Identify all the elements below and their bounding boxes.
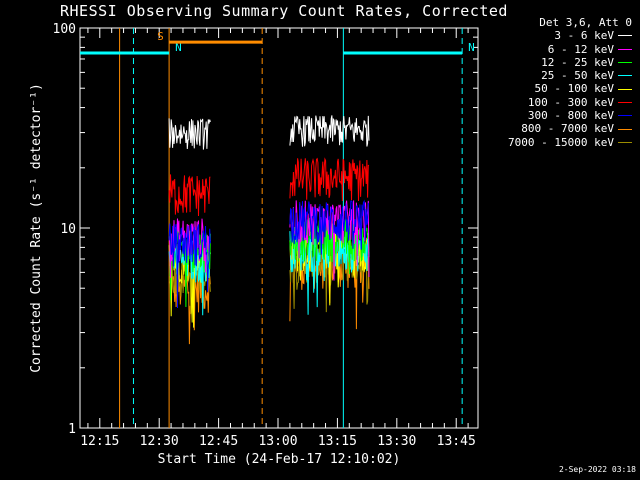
legend-item: 12 - 25 keV [486,56,632,69]
legend-swatch [618,128,632,130]
legend-swatch [618,141,632,143]
chart-title: RHESSI Observing Summary Count Rates, Co… [60,2,508,20]
x-tick-label: 13:15 [318,434,357,449]
legend-item: 3 - 6 keV [486,29,632,42]
legend-label: 7000 - 15000 keV [508,135,614,149]
legend-swatch [618,101,632,103]
legend-label: 100 - 300 keV [527,95,614,109]
legend-label: 12 - 25 keV [541,55,614,69]
legend-label: 800 - 7000 keV [521,122,614,136]
series-trace [289,115,370,147]
series-trace [168,254,211,315]
saa-label: S [157,30,164,43]
plot-frame [79,27,479,429]
y-tick-label: 10 [60,222,76,237]
x-axis-label: Start Time (24-Feb-17 12:10:02) [158,452,401,467]
x-tick-label: 12:45 [199,434,238,449]
legend-swatch [618,75,632,77]
legend-swatch [618,62,632,64]
x-tick-label: 13:45 [437,434,476,449]
x-tick-label: 13:00 [258,434,297,449]
series-trace [168,223,211,309]
x-tick-label: 12:15 [80,434,119,449]
legend-label: 300 - 800 keV [527,109,614,123]
series-trace [289,157,370,202]
series-trace [289,199,370,255]
legend-swatch [618,88,632,90]
y-tick-label: 100 [53,22,76,37]
legend-item: 6 - 12 keV [486,43,632,56]
legend-rows: 3 - 6 keV 6 - 12 keV 12 - 25 keV 25 - 50 ke… [486,29,632,149]
legend-swatch [618,35,632,37]
legend-swatch [618,115,632,117]
legend-header-label: Det 3,6, Att 0 [539,16,632,29]
x-tick-label: 13:30 [377,434,416,449]
legend-label: 6 - 12 keV [547,42,614,56]
footer-timestamp: 2-Sep-2022 03:18 [558,465,636,474]
legend: Det 3,6, Att 0 3 - 6 keV 6 - 12 keV 12 - 2… [486,16,632,149]
y-tick-label: 1 [68,422,76,437]
legend-item: 800 - 7000 keV [486,122,632,135]
series-trace [168,174,211,217]
y-axis-label: Corrected Count Rate (s⁻¹ detector⁻¹) [29,83,44,373]
series-trace [168,118,211,150]
legend-item: 50 - 100 keV [486,82,632,95]
legend-swatch [618,48,632,50]
legend-label: 50 - 100 keV [534,82,614,96]
legend-item: 100 - 300 keV [486,96,632,109]
legend-label: 3 - 6 keV [554,29,614,43]
legend-item: 25 - 50 keV [486,69,632,82]
legend-item: 300 - 800 keV [486,109,632,122]
night-label: N [468,41,475,54]
legend-header: Det 3,6, Att 0 [486,16,632,29]
legend-label: 25 - 50 keV [541,69,614,83]
night-label: N [175,41,182,54]
legend-item: 7000 - 15000 keV [486,136,632,149]
x-tick-label: 12:30 [140,434,179,449]
